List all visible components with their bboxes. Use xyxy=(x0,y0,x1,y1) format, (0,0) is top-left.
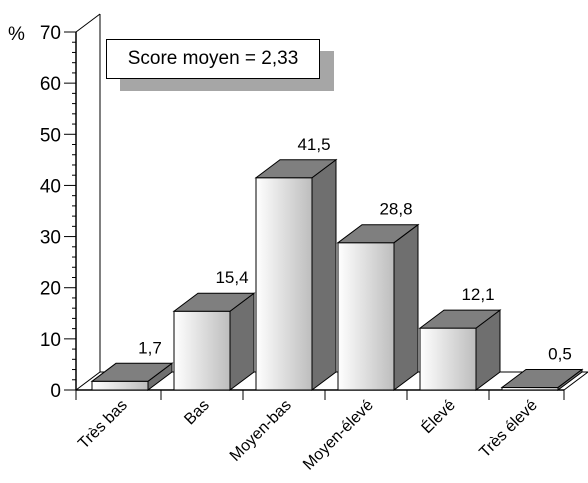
bar-side-face xyxy=(393,223,419,391)
x-tick-label: Bas xyxy=(181,397,213,429)
data-label: 1,7 xyxy=(138,338,162,357)
y-tick-label: 30 xyxy=(40,228,61,249)
bar-top-face xyxy=(336,224,420,244)
bar-top-face xyxy=(90,362,174,382)
bar-series xyxy=(90,158,584,391)
data-label: 12,1 xyxy=(461,285,494,304)
x-tick-label: Moyen-élevé xyxy=(300,397,377,474)
bar-front-face xyxy=(173,310,231,391)
bar-top-face xyxy=(418,309,502,329)
x-tick-label: Très élevé xyxy=(476,397,540,461)
data-label: 28,8 xyxy=(379,200,412,219)
bar-top-face xyxy=(500,368,584,388)
y-tick-label: 0 xyxy=(50,381,61,402)
chart-axes xyxy=(64,31,565,400)
bar xyxy=(254,158,338,391)
y-tick-label: 40 xyxy=(40,176,61,197)
x-tick-label: Très bas xyxy=(75,397,131,453)
x-tick-label: Élevé xyxy=(417,395,459,437)
bar xyxy=(172,292,256,391)
average-score-callout: Score moyen = 2,33 xyxy=(106,39,334,91)
y-tick-label: 70 xyxy=(40,23,61,44)
data-label: 0,5 xyxy=(548,344,572,363)
bar xyxy=(500,368,584,391)
y-tick-label: 10 xyxy=(40,330,61,351)
y-axis-label: % xyxy=(8,24,25,45)
y-tick-label: 50 xyxy=(40,125,61,146)
bar-top-face xyxy=(254,159,338,179)
bar-side-face xyxy=(311,158,337,391)
data-label: 41,5 xyxy=(297,135,330,154)
data-label: 15,4 xyxy=(215,268,248,287)
bar xyxy=(418,309,502,391)
bar-front-face xyxy=(255,177,313,391)
bar xyxy=(336,223,420,391)
bar-front-face xyxy=(91,380,149,391)
bar-front-face xyxy=(419,327,477,391)
wall-top-edge xyxy=(75,13,101,33)
y-tick-label: 60 xyxy=(40,74,61,95)
bar xyxy=(90,362,174,391)
bar-front-face xyxy=(337,242,395,391)
bar-top-face xyxy=(172,292,256,312)
x-tick-label: Moyen-bas xyxy=(227,397,295,465)
average-score-label: Score moyen = 2,33 xyxy=(106,39,320,79)
y-tick-label: 20 xyxy=(40,279,61,300)
